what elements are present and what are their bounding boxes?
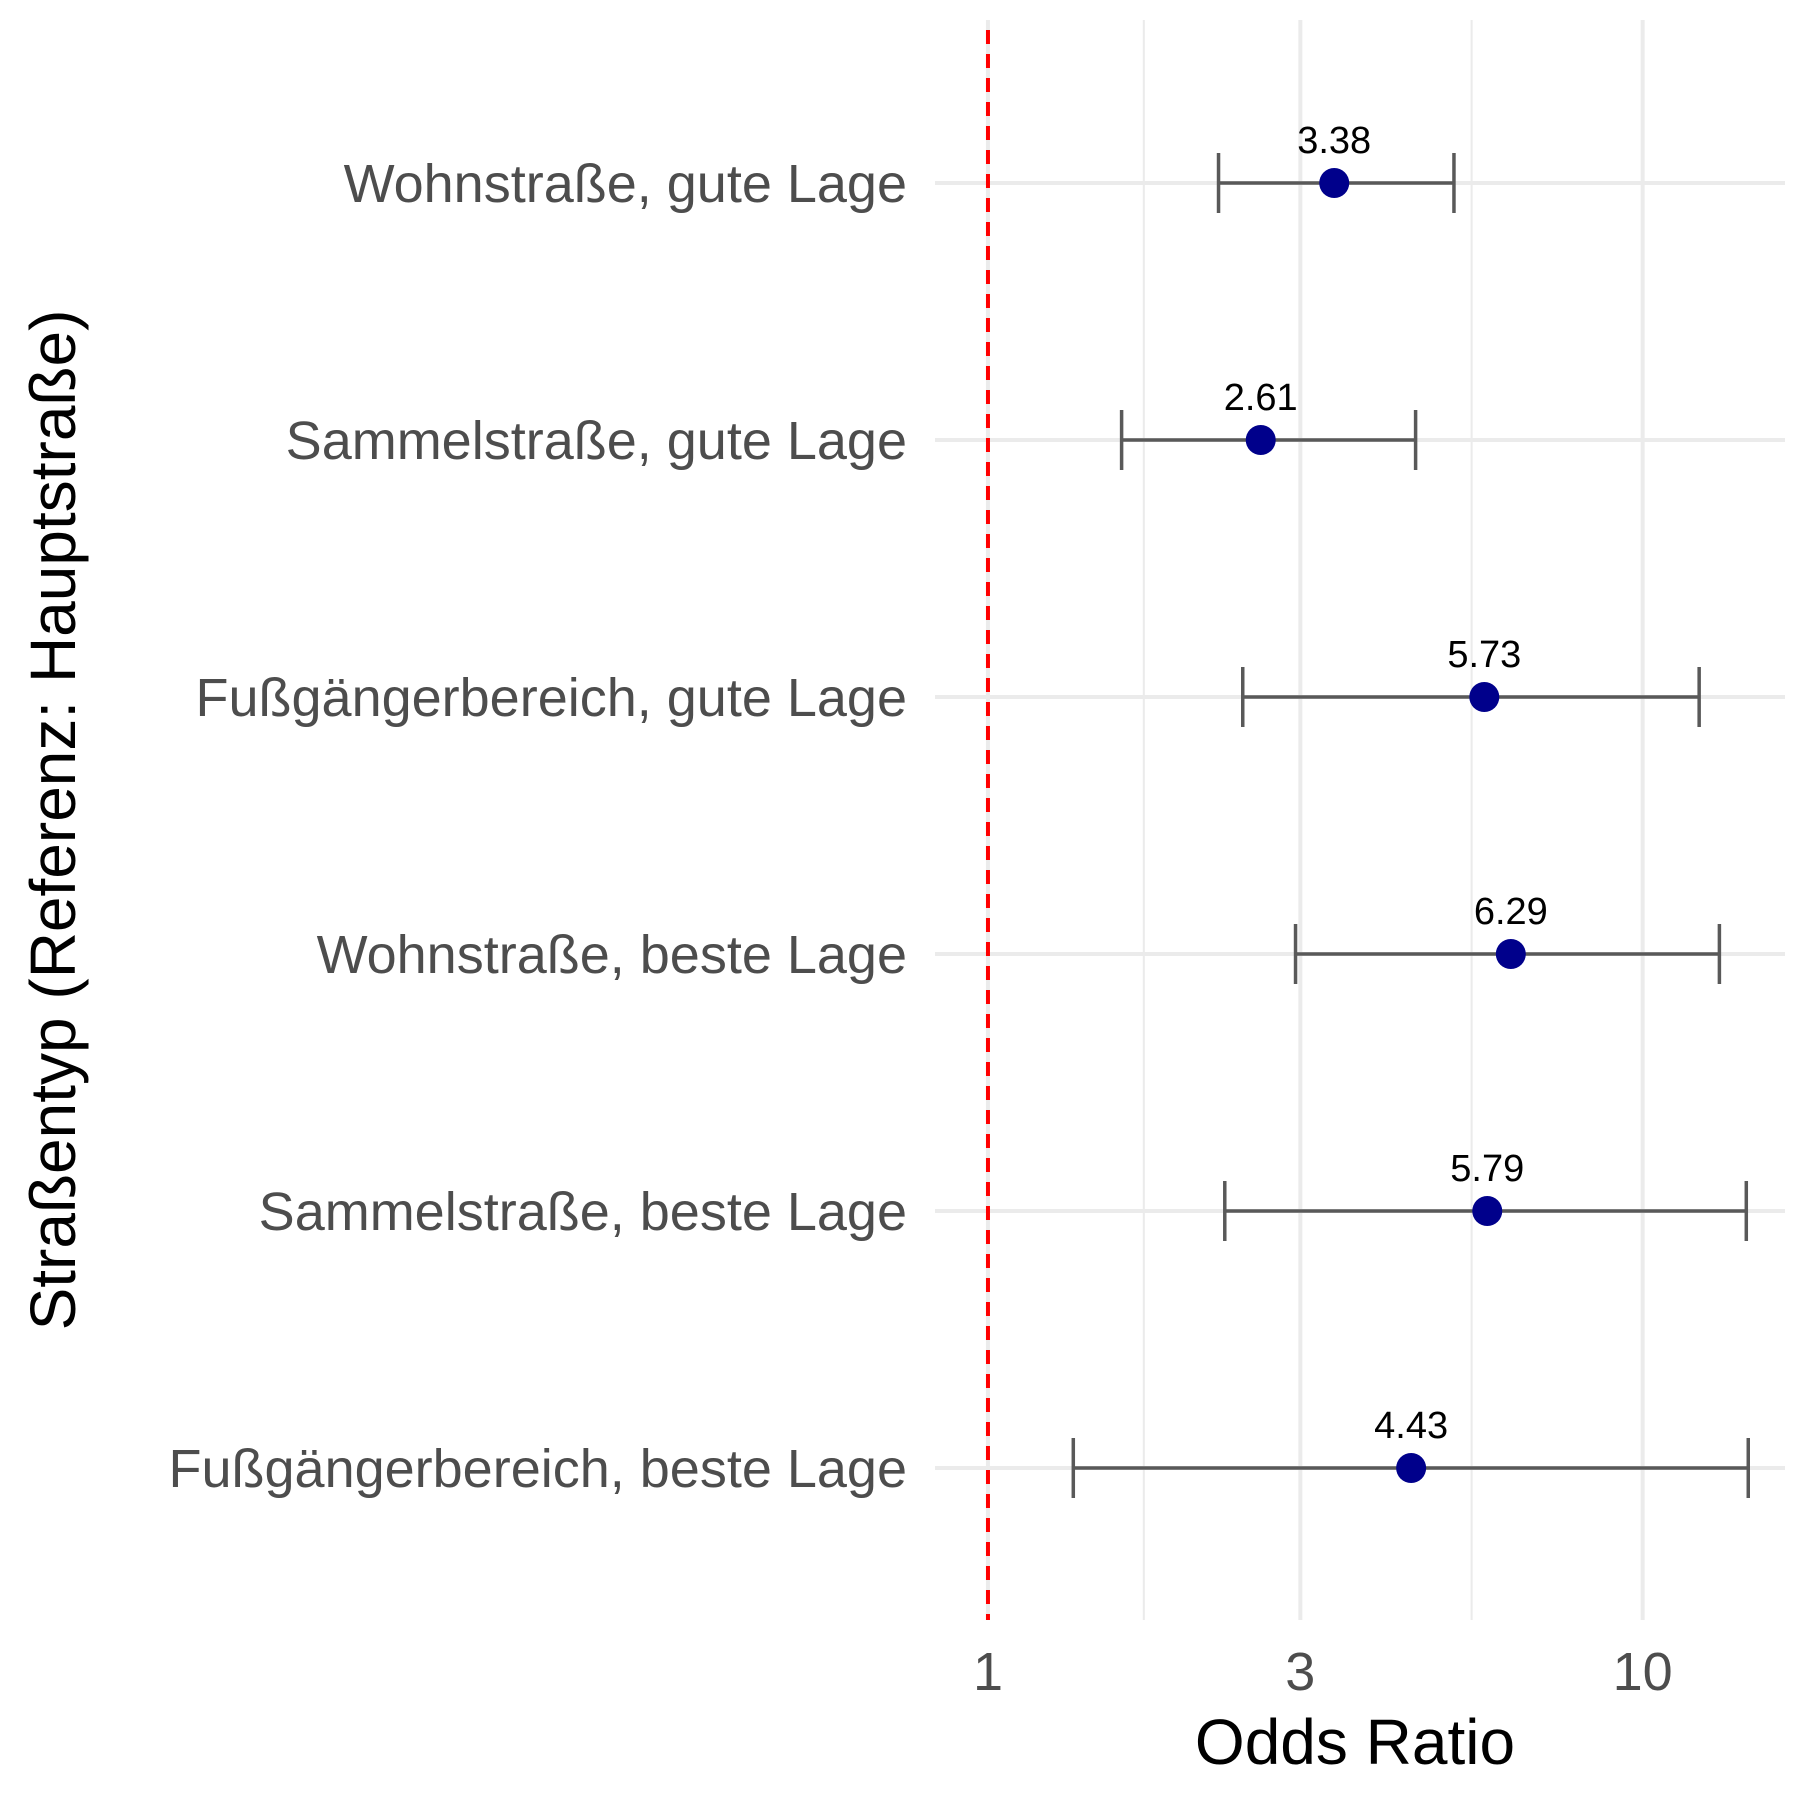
x-axis-title: Odds Ratio: [1195, 1706, 1515, 1778]
value-label: 3.38: [1297, 120, 1371, 162]
x-tick-label: 1: [973, 1642, 1003, 1702]
data-point: [1396, 1453, 1426, 1483]
category-label: Sammelstraße, gute Lage: [286, 411, 907, 471]
category-label: Fußgängerbereich, gute Lage: [196, 668, 908, 728]
value-label: 6.29: [1474, 891, 1548, 933]
data-point: [1472, 1196, 1502, 1226]
category-label: Wohnstraße, gute Lage: [344, 154, 907, 214]
data-point: [1469, 682, 1499, 712]
x-tick-label: 10: [1613, 1642, 1673, 1702]
category-label: Fußgängerbereich, beste Lage: [169, 1439, 908, 1499]
data-point: [1496, 939, 1526, 969]
points: [1246, 168, 1526, 1483]
gridlines: [935, 20, 1785, 1620]
error-bars: [1073, 153, 1748, 1498]
x-tick-label: 3: [1285, 1642, 1315, 1702]
data-point: [1246, 425, 1276, 455]
value-label: 4.43: [1374, 1405, 1448, 1447]
category-label: Wohnstraße, beste Lage: [317, 925, 907, 985]
y-axis-title: Straßentyp (Referenz: Hauptstraße): [17, 310, 89, 1331]
category-labels: Wohnstraße, gute Lage Sammelstraße, gute …: [169, 154, 908, 1499]
value-label: 5.73: [1447, 634, 1521, 676]
data-point: [1319, 168, 1349, 198]
x-tick-labels: 1 3 10: [973, 1642, 1673, 1702]
value-label: 5.79: [1450, 1148, 1524, 1190]
value-label: 2.61: [1224, 377, 1298, 419]
value-labels: 3.38 2.61 5.73 6.29 5.79 4.43: [1224, 120, 1548, 1447]
category-label: Sammelstraße, beste Lage: [259, 1182, 907, 1242]
